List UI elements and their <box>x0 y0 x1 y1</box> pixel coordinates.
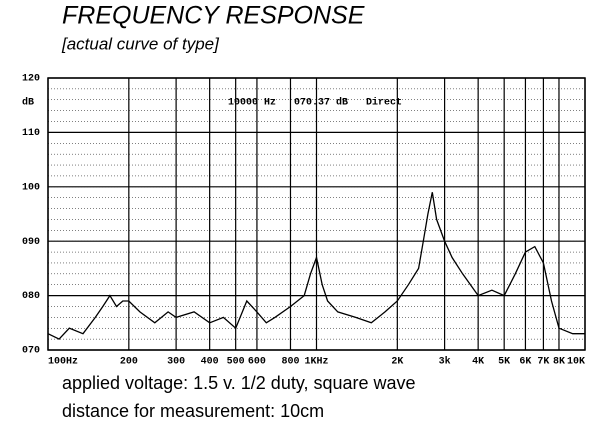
x-tick-label: 800 <box>281 357 299 368</box>
y-tick-label: 100 <box>22 182 40 193</box>
x-tick-label: 600 <box>248 357 266 368</box>
x-tick-label: 300 <box>167 357 185 368</box>
x-tick-label: 5K <box>498 357 510 368</box>
y-tick-label: 120 <box>22 74 40 85</box>
x-tick-label: 1KHz <box>304 357 328 368</box>
x-tick-label: 400 <box>201 357 219 368</box>
footnote: distance for measurement: 10cm <box>62 401 324 421</box>
x-tick-label: 7K <box>537 357 549 368</box>
x-tick-label: 2K <box>391 357 403 368</box>
x-tick-label: 100Hz <box>48 357 78 368</box>
chart-subtitle: [actual curve of type] <box>61 34 220 53</box>
y-tick-label: 090 <box>22 237 40 248</box>
x-tick-label: 3k <box>439 356 451 368</box>
x-tick-label: 4K <box>472 357 484 368</box>
y-axis-label: dB <box>22 97 34 109</box>
y-tick-label: 110 <box>22 128 40 139</box>
y-tick-label: 070 <box>22 346 40 357</box>
footnote: applied voltage: 1.5 v. 1/2 duty, square… <box>62 373 416 393</box>
response-curve <box>47 192 585 340</box>
annotation: 10000 Hz 070.37 dB Direct <box>228 97 402 109</box>
chart-title: FREQUENCY RESPONSE <box>62 2 365 30</box>
x-tick-label: 200 <box>120 357 138 368</box>
y-tick-label: 080 <box>22 291 40 302</box>
x-tick-label: 10K <box>567 357 585 368</box>
x-tick-label: 6K <box>519 357 531 368</box>
x-tick-label: 500 <box>227 357 245 368</box>
x-tick-label: 8K <box>553 357 565 368</box>
